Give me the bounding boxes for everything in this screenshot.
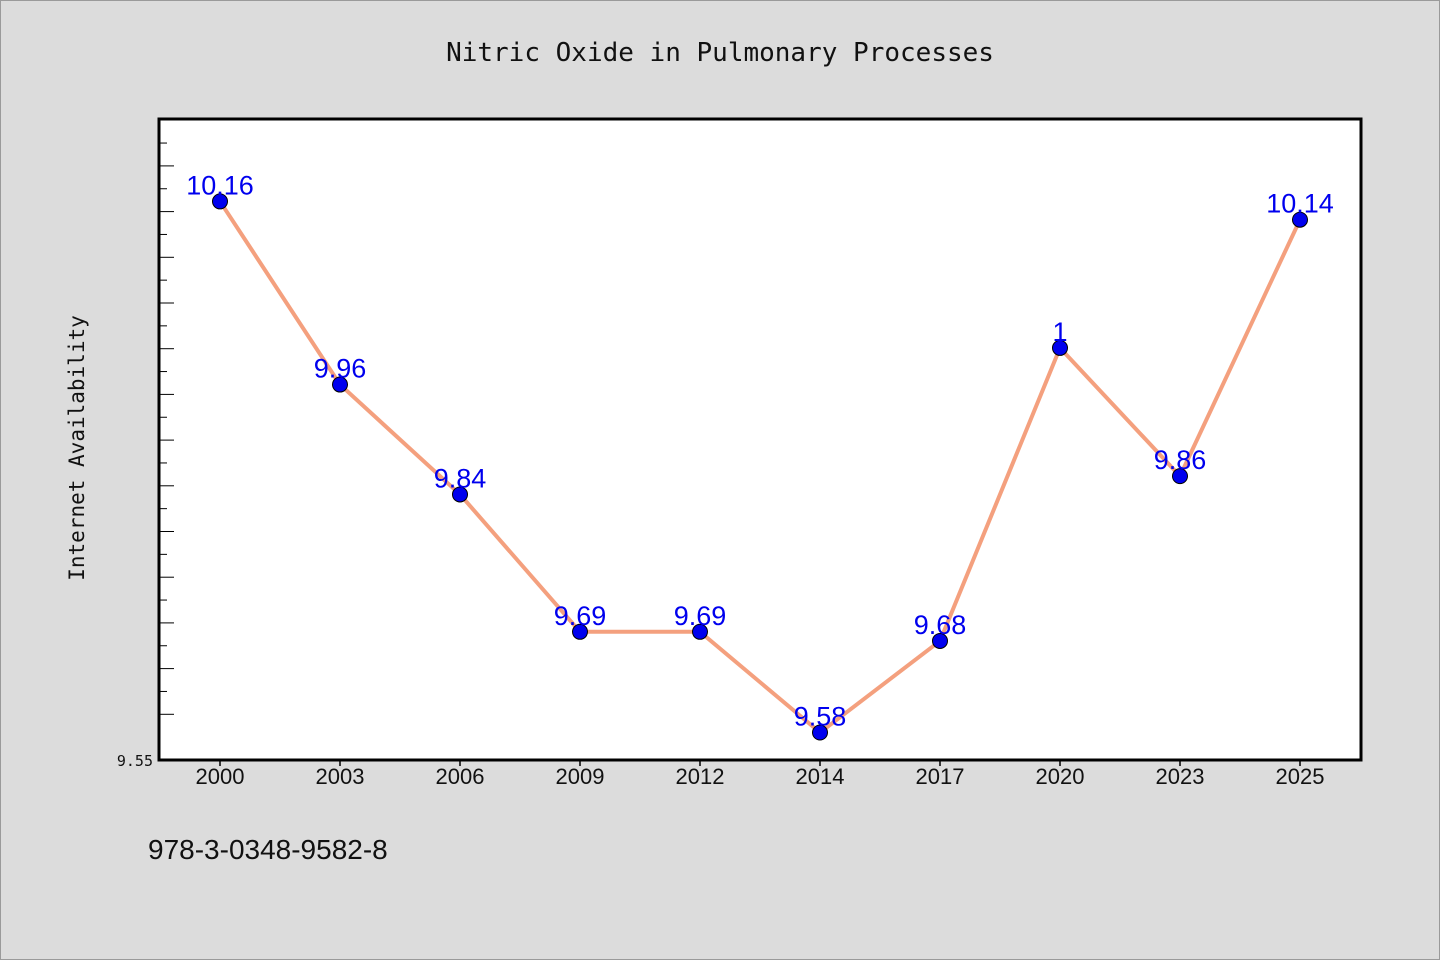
x-tick-label: 2020 — [1036, 764, 1085, 789]
x-tick-label: 2003 — [316, 764, 365, 789]
data-point — [572, 623, 588, 640]
x-tick-label: 2006 — [436, 764, 485, 789]
x-tick-label: 2014 — [796, 764, 845, 789]
data-markers — [212, 193, 1308, 741]
series-line — [218, 200, 1302, 735]
plot-area — [157, 117, 1363, 762]
x-tick-label: 2012 — [676, 764, 725, 789]
data-point — [1172, 468, 1188, 485]
y-axis-min-label: 9.55 — [117, 752, 153, 770]
x-tick-label: 2000 — [196, 764, 245, 789]
data-label: 1 — [1052, 317, 1067, 347]
data-point — [332, 376, 348, 393]
x-axis-ticks: 2000 2003 2006 2009 2012 2014 2017 2020 2023 2025 — [196, 760, 1325, 789]
x-tick-label: 2025 — [1276, 764, 1325, 789]
data-point — [1292, 211, 1308, 228]
data-point — [452, 486, 468, 503]
data-label: 10.16 — [186, 170, 254, 200]
x-tick-label: 2009 — [556, 764, 605, 789]
data-point — [932, 632, 948, 649]
data-label: 10.14 — [1266, 189, 1334, 219]
y-axis-label: Internet Availability — [65, 315, 89, 581]
data-label: 9.84 — [434, 463, 487, 493]
data-label: 9.69 — [674, 601, 727, 631]
data-point — [812, 724, 828, 741]
isbn-footer: 978-3-0348-9582-8 — [148, 834, 388, 865]
data-label: 9.58 — [794, 702, 847, 732]
data-label: 9.68 — [914, 610, 967, 640]
data-label: 9.69 — [554, 601, 607, 631]
data-labels: 10.16 9.96 9.84 9.69 9.69 9.58 9.68 1 9.86 10.14 — [186, 170, 1334, 731]
y-axis-ticks — [159, 142, 174, 715]
x-tick-label: 2023 — [1156, 764, 1205, 789]
data-point — [1052, 339, 1068, 356]
x-tick-label: 2017 — [916, 764, 965, 789]
data-label: 9.86 — [1154, 445, 1207, 475]
chart-title: Nitric Oxide in Pulmonary Processes — [446, 38, 994, 68]
data-point — [692, 623, 708, 640]
data-point — [212, 193, 228, 210]
data-label: 9.96 — [314, 354, 367, 384]
series-line-group — [218, 200, 1302, 735]
